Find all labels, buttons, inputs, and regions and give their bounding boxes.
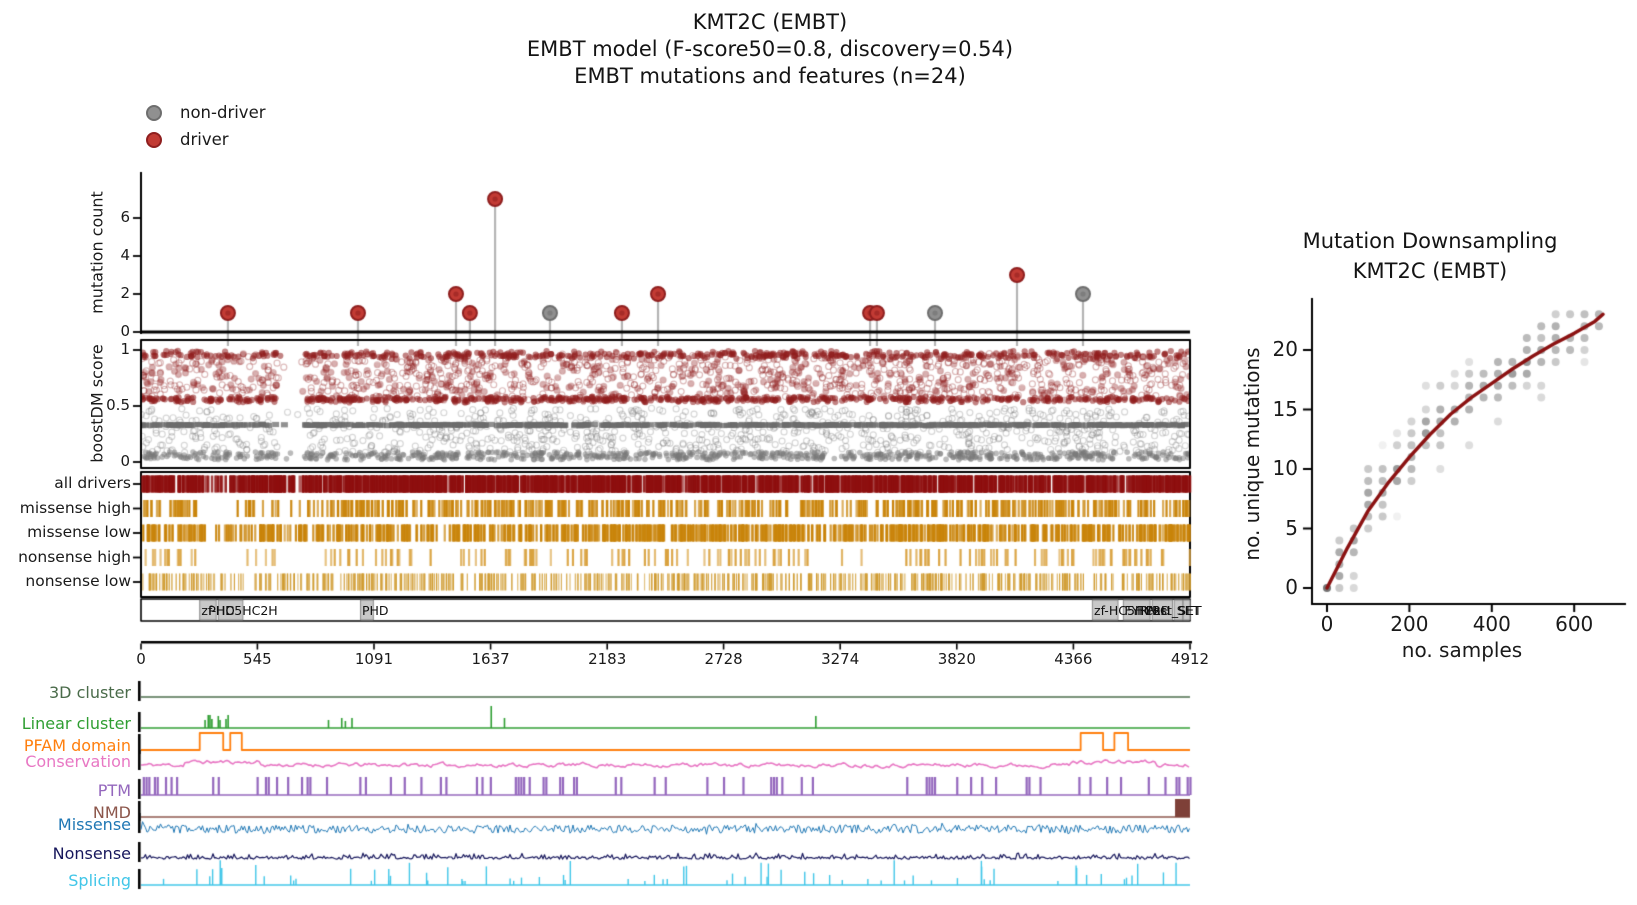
feature-label-Splicing: Splicing [68, 871, 131, 890]
domain-label-1: PHD [208, 603, 235, 618]
downsampling-ytick: 0 [1285, 575, 1298, 599]
legend-label-driver: driver [180, 130, 229, 149]
feature-label-PTM: PTM [97, 781, 131, 800]
feature-label-Missense: Missense [57, 815, 131, 834]
downsampling-xtick: 600 [1555, 612, 1594, 636]
track-label-nonsense-low: nonsense low [25, 572, 131, 590]
downsampling-ytick: 20 [1272, 337, 1298, 361]
downsampling-title: Mutation Downsampling KMT2C (EMBT) [1230, 226, 1630, 286]
domain-label-2: PHD [361, 603, 389, 618]
protein-xtick: 3274 [821, 650, 860, 668]
needle-ytick: 6 [120, 208, 130, 226]
domain-label-6: Post_SET [1145, 603, 1202, 618]
downsampling-xlabel: no. samples [1401, 638, 1523, 662]
protein-xtick: 4912 [1170, 650, 1210, 668]
title-line-2: EMBT model (F-score50=0.8, discovery=0.5… [526, 37, 1014, 61]
domain-label-7: SET [1176, 603, 1201, 618]
title-line-1: KMT2C (EMBT) [692, 10, 848, 34]
downsampling-xtick: 200 [1390, 612, 1429, 636]
domain-label-5: FYRC [1137, 603, 1169, 618]
protein-xtick: 1091 [354, 650, 394, 668]
domain-label-3: zf-HC5HC2H [1094, 603, 1171, 618]
protein-xtick: 3820 [937, 650, 976, 668]
feature-label-Conservation: Conservation [25, 752, 131, 771]
needle-ytick: 0 [120, 322, 130, 340]
protein-xtick: 2728 [704, 650, 743, 668]
figure-title: KMT2C (EMBT) EMBT model (F-score50=0.8, … [300, 9, 1240, 90]
protein-xtick: 2183 [588, 650, 627, 668]
protein-xtick: 4366 [1054, 650, 1093, 668]
protein-xtick: 0 [136, 650, 146, 668]
feature-label-Nonsense: Nonsense [52, 844, 131, 863]
track-label-missense-low: missense low [27, 523, 131, 541]
track-label-missense-high: missense high [19, 498, 131, 517]
title-line-3: EMBT mutations and features (n=24) [574, 64, 966, 88]
needle-ytick: 2 [120, 284, 130, 302]
downsampling-title-line-2: KMT2C (EMBT) [1352, 259, 1508, 283]
downsampling-ytick: 5 [1285, 515, 1298, 540]
protein-xtick: 1637 [471, 650, 510, 668]
downsampling-title-line-1: Mutation Downsampling [1302, 229, 1558, 253]
downsampling-ytick: 10 [1272, 456, 1298, 480]
nondriver-dot-icon [146, 104, 162, 121]
domain-label-0: zf-HC5HC2H [201, 603, 278, 618]
downsampling-xtick: 400 [1472, 612, 1511, 636]
feature-label-3D-cluster: 3D cluster [49, 683, 131, 702]
boostdm-ytick: 0.5 [106, 396, 130, 414]
downsampling-ytick: 15 [1272, 396, 1298, 421]
legend-label-nondriver: non-driver [180, 103, 266, 122]
downsampling-xtick: 0 [1320, 612, 1334, 636]
boostdm-ytick: 1 [120, 340, 130, 358]
needle-ytick: 4 [120, 246, 130, 264]
feature-label-NMD: NMD [92, 803, 131, 822]
feature-label-PFAM-domain: PFAM domain [23, 736, 131, 755]
legend-item-driver: driver [140, 126, 266, 153]
driver-dot-icon [146, 131, 162, 148]
legend: non-driver driver [140, 99, 266, 153]
protein-xtick: 545 [243, 650, 272, 668]
domain-label-4: FYRN [1124, 603, 1158, 618]
boostdm-ytick: 0 [120, 452, 130, 470]
feature-label-Linear-cluster: Linear cluster [21, 714, 131, 733]
legend-item-nondriver: non-driver [140, 99, 266, 126]
track-label-all-drivers: all drivers [54, 474, 131, 492]
track-label-nonsense-high: nonsense high [18, 547, 131, 566]
